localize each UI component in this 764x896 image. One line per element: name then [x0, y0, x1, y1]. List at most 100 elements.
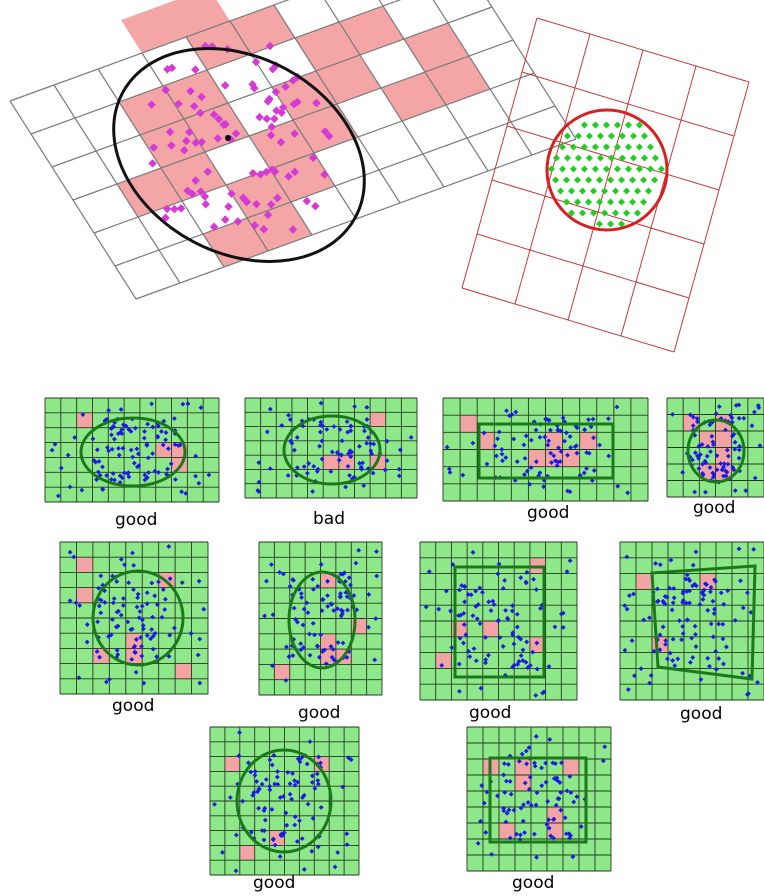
data-point — [653, 561, 659, 566]
data-point — [687, 600, 692, 606]
data-point — [108, 426, 114, 431]
grid-line — [273, 4, 401, 204]
grid-line — [185, 36, 313, 236]
detection-panel: good — [44, 397, 220, 530]
data-point — [272, 781, 278, 787]
data-point — [640, 132, 648, 140]
flagged-cell — [460, 415, 478, 433]
data-point — [543, 779, 549, 785]
data-point — [520, 818, 526, 824]
data-point — [183, 490, 189, 496]
data-point — [585, 198, 593, 206]
data-point — [687, 588, 692, 594]
data-point — [722, 427, 728, 433]
data-point — [347, 473, 352, 478]
data-point — [281, 82, 290, 91]
data-point — [269, 663, 275, 669]
data-point — [109, 476, 114, 482]
data-point — [590, 209, 598, 217]
data-point — [680, 589, 686, 594]
data-point — [288, 438, 294, 444]
data-point — [191, 176, 200, 185]
data-point — [209, 222, 219, 232]
data-point — [679, 637, 685, 643]
data-point — [591, 143, 599, 151]
data-point — [161, 85, 170, 95]
pink-cell — [339, 6, 404, 55]
data-point — [624, 554, 630, 560]
data-point — [720, 636, 726, 642]
data-point — [541, 689, 547, 695]
data-point — [203, 167, 212, 176]
data-point — [607, 220, 615, 228]
data-point — [516, 758, 522, 764]
data-point — [227, 189, 236, 199]
data-point — [645, 187, 653, 195]
data-point — [163, 437, 169, 443]
data-point — [49, 447, 55, 453]
data-point — [600, 758, 606, 764]
data-point — [624, 165, 632, 173]
data-point — [591, 435, 596, 441]
data-point — [680, 598, 686, 603]
data-point — [93, 459, 99, 465]
panel-caption: good — [298, 703, 340, 723]
grid-line — [9, 100, 137, 300]
data-point — [646, 165, 654, 173]
data-point — [514, 624, 520, 630]
panel-caption: good — [527, 503, 569, 523]
data-point — [231, 129, 241, 138]
grid-line — [432, 0, 533, 156]
flagged-cell — [529, 636, 546, 653]
data-point — [174, 99, 183, 109]
data-point — [100, 486, 105, 492]
data-point — [607, 132, 615, 140]
data-point — [654, 586, 660, 592]
data-point — [305, 610, 311, 616]
data-point — [484, 461, 490, 467]
data-point — [542, 434, 548, 440]
data-point — [191, 65, 200, 74]
fitted-ellipse — [112, 47, 366, 263]
data-point — [602, 744, 608, 750]
panel-caption: good — [693, 498, 735, 518]
data-point — [546, 664, 552, 669]
data-point — [446, 466, 452, 472]
data-point — [408, 434, 414, 440]
panel-caption: good — [112, 696, 154, 716]
data-point — [483, 660, 488, 666]
data-point — [522, 830, 527, 836]
flagged-cell — [175, 663, 192, 679]
data-point — [457, 688, 462, 694]
data-point — [714, 467, 720, 473]
data-point — [292, 778, 297, 783]
data-point — [733, 402, 739, 408]
data-point — [680, 631, 686, 636]
data-point — [533, 802, 539, 808]
data-point — [623, 209, 631, 217]
panel-caption: good — [680, 704, 722, 724]
data-point — [563, 176, 571, 184]
data-point — [613, 165, 621, 173]
data-point — [162, 204, 172, 214]
data-point — [511, 807, 517, 813]
data-point — [570, 854, 576, 860]
data-point — [646, 143, 654, 151]
data-point — [530, 649, 536, 655]
data-point — [618, 220, 626, 228]
data-point — [545, 799, 551, 804]
data-point — [700, 597, 706, 602]
data-point — [670, 658, 676, 663]
data-point — [252, 772, 258, 778]
detection-panel: good — [258, 541, 383, 723]
flagged-cell — [239, 845, 255, 861]
data-point — [752, 475, 758, 481]
data-point — [572, 444, 578, 450]
data-point — [721, 601, 727, 607]
data-point — [539, 765, 544, 771]
data-point — [591, 468, 597, 473]
data-point — [397, 447, 403, 453]
data-point — [357, 460, 362, 466]
data-point — [708, 621, 714, 627]
data-point — [297, 818, 302, 824]
